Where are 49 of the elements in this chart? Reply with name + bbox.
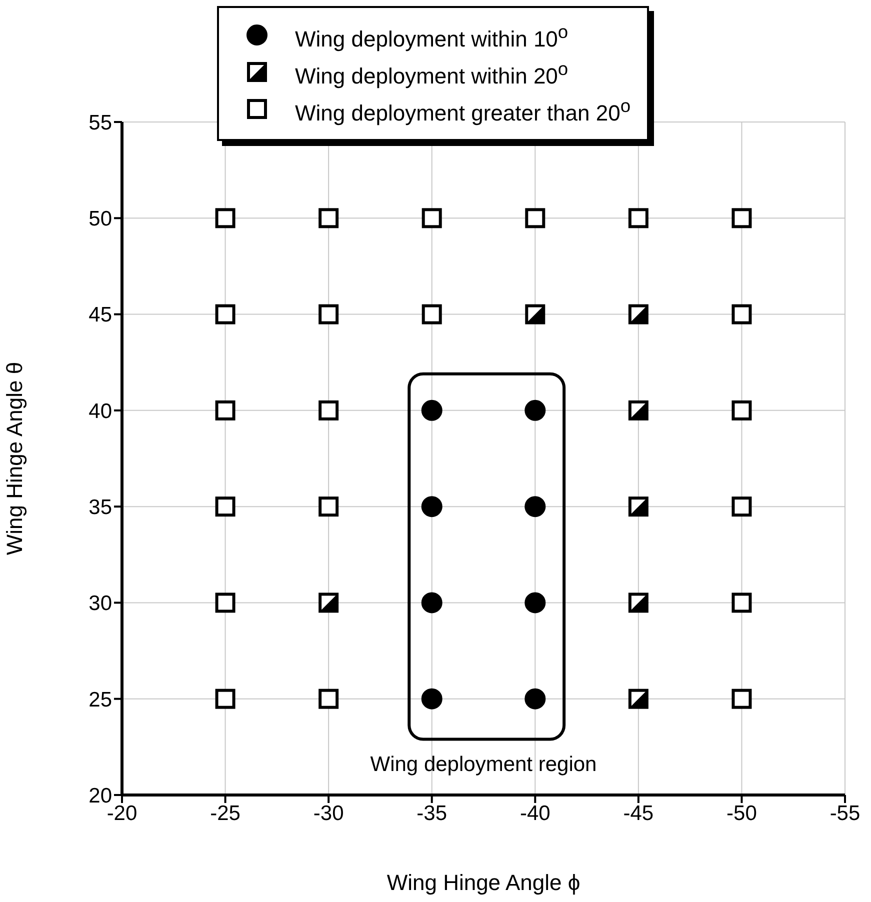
point	[215, 208, 236, 228]
x-tick-label: -40	[520, 802, 550, 825]
y-tick-label: 50	[88, 208, 112, 231]
point	[215, 688, 236, 709]
point	[732, 400, 752, 420]
point	[732, 592, 752, 613]
x-tick-label: -45	[623, 802, 654, 825]
point	[628, 208, 648, 228]
x-tick-label: -35	[416, 802, 448, 825]
y-axis-title: Wing Hinge Angle θ	[2, 362, 27, 556]
point	[732, 496, 752, 517]
point	[524, 496, 546, 518]
y-tick-label: 25	[88, 688, 112, 712]
point	[215, 400, 236, 420]
point	[421, 400, 442, 421]
x-tick-label: -30	[313, 802, 344, 825]
point	[732, 688, 752, 709]
point	[422, 208, 442, 228]
legend-label: Wing deployment within 10$^{o}$	[295, 20, 568, 52]
point	[215, 304, 236, 324]
y-tick-label: 35	[88, 496, 112, 520]
point	[421, 688, 442, 710]
point	[524, 688, 546, 710]
point	[215, 496, 236, 517]
point	[215, 592, 236, 613]
point	[422, 304, 442, 324]
annotation: Wing deployment region	[370, 752, 597, 776]
point	[525, 208, 546, 228]
x-axis-title: Wing Hinge Angle ϕ	[386, 870, 580, 895]
legend-label: Wing deployment greater than 20$^{o}$	[295, 94, 631, 126]
point	[732, 304, 752, 324]
x-tick-label: -50	[726, 802, 757, 825]
point	[524, 400, 546, 421]
point	[318, 400, 339, 420]
y-tick-label: 45	[88, 304, 112, 327]
point	[421, 592, 442, 614]
legend-label: Wing deployment within 20$^{o}$	[295, 58, 568, 90]
x-tick-label: -55	[830, 802, 860, 825]
point	[421, 496, 442, 518]
y-tick-label: 55	[88, 111, 112, 134]
point	[732, 208, 752, 228]
y-tick-label: 40	[88, 400, 112, 423]
point	[318, 304, 339, 324]
point	[318, 688, 339, 709]
point	[524, 592, 546, 614]
x-tick-label: -25	[210, 802, 240, 825]
point	[318, 496, 339, 517]
y-tick-label: 30	[88, 592, 112, 616]
point	[318, 208, 339, 228]
